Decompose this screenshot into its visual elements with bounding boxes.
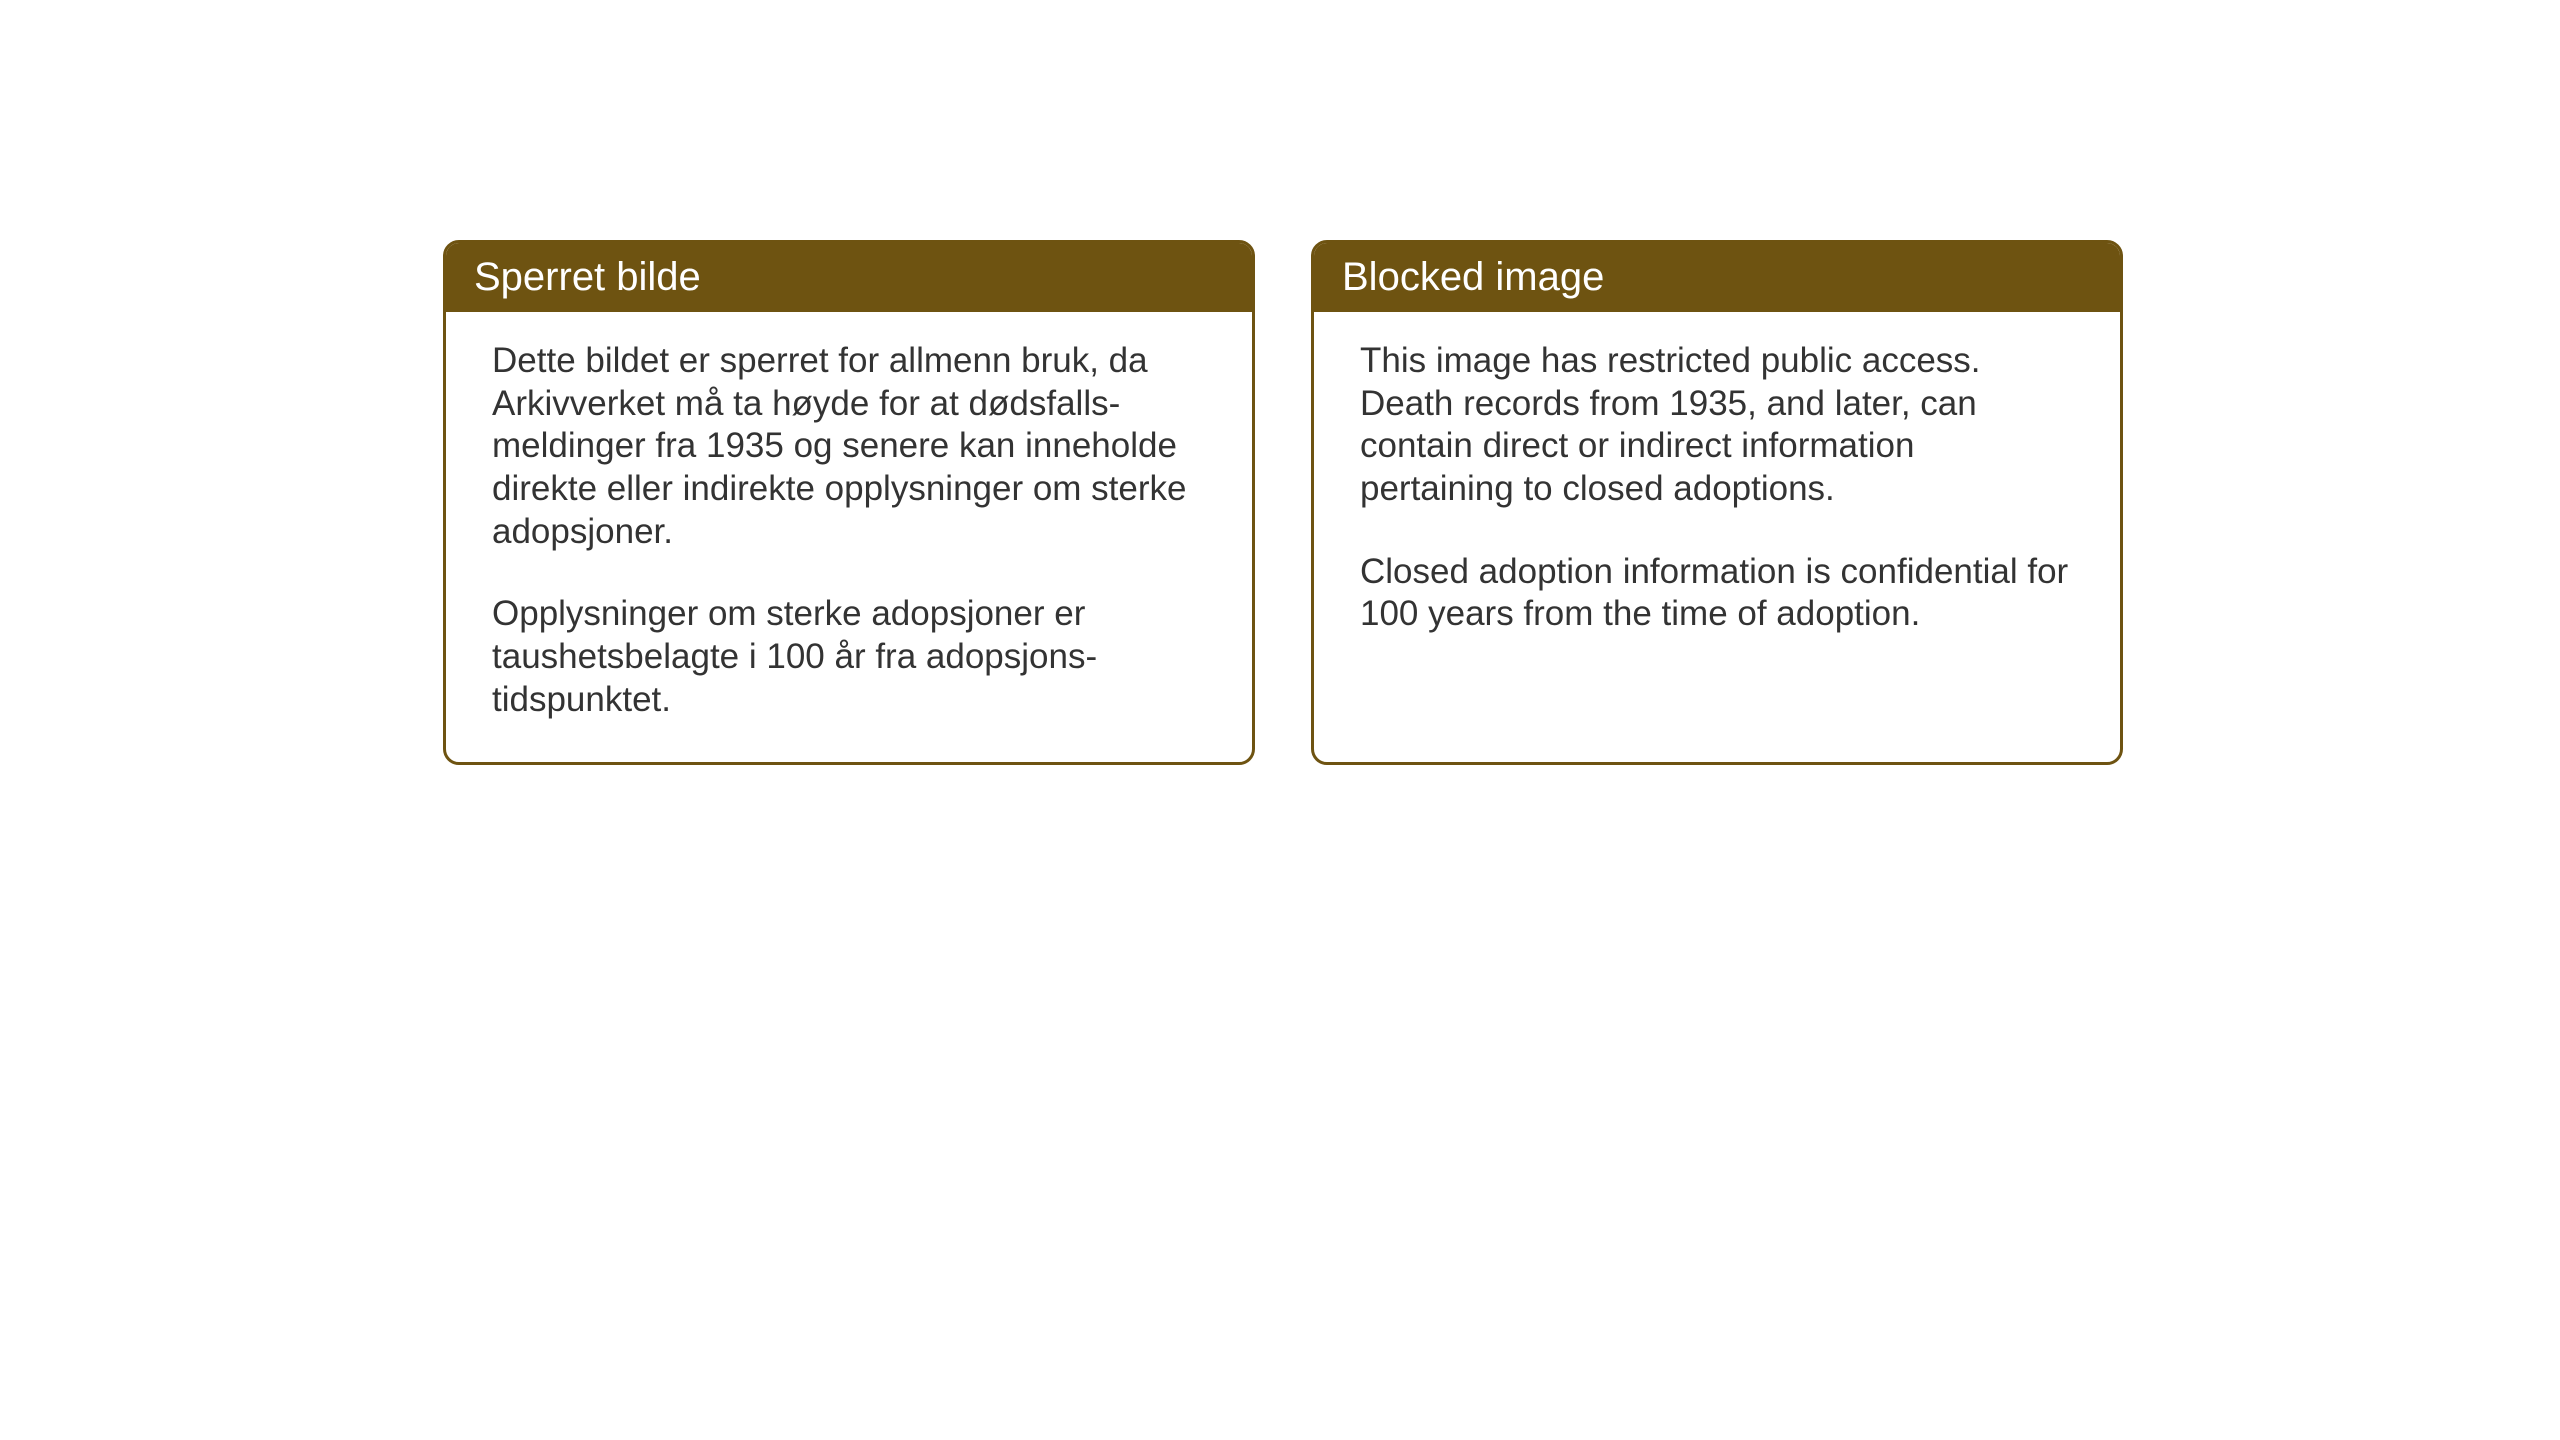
card-paragraph-1-english: This image has restricted public access.… bbox=[1360, 340, 2074, 511]
card-paragraph-2-norwegian: Opplysninger om sterke adopsjoner er tau… bbox=[492, 593, 1206, 721]
card-body-norwegian: Dette bildet er sperret for allmenn bruk… bbox=[446, 312, 1252, 762]
card-header-norwegian: Sperret bilde bbox=[446, 243, 1252, 312]
card-title-english: Blocked image bbox=[1342, 255, 1604, 299]
card-header-english: Blocked image bbox=[1314, 243, 2120, 312]
notice-card-english: Blocked image This image has restricted … bbox=[1311, 240, 2123, 765]
notice-container: Sperret bilde Dette bildet er sperret fo… bbox=[443, 240, 2123, 765]
card-body-english: This image has restricted public access.… bbox=[1314, 312, 2120, 676]
card-title-norwegian: Sperret bilde bbox=[474, 255, 701, 299]
card-paragraph-1-norwegian: Dette bildet er sperret for allmenn bruk… bbox=[492, 340, 1206, 553]
notice-card-norwegian: Sperret bilde Dette bildet er sperret fo… bbox=[443, 240, 1255, 765]
card-paragraph-2-english: Closed adoption information is confident… bbox=[1360, 551, 2074, 636]
